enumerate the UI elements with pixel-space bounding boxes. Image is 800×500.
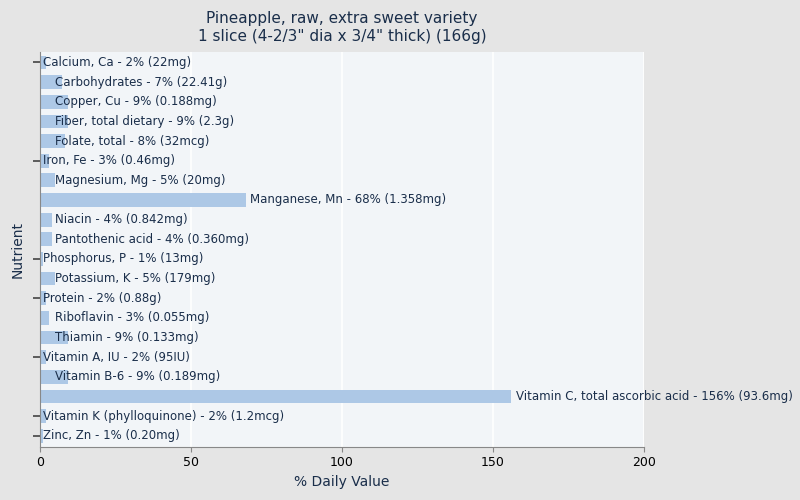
Text: Calcium, Ca - 2% (22mg): Calcium, Ca - 2% (22mg) xyxy=(43,56,191,69)
Text: Vitamin B-6 - 9% (0.189mg): Vitamin B-6 - 9% (0.189mg) xyxy=(55,370,221,384)
Bar xyxy=(40,410,46,423)
Text: Fiber, total dietary - 9% (2.3g): Fiber, total dietary - 9% (2.3g) xyxy=(55,115,234,128)
Bar xyxy=(40,330,67,344)
Text: Copper, Cu - 9% (0.188mg): Copper, Cu - 9% (0.188mg) xyxy=(55,95,218,108)
Text: Riboflavin - 3% (0.055mg): Riboflavin - 3% (0.055mg) xyxy=(55,312,210,324)
Bar xyxy=(40,56,46,70)
Bar xyxy=(40,232,53,246)
Text: Vitamin K (phylloquinone) - 2% (1.2mcg): Vitamin K (phylloquinone) - 2% (1.2mcg) xyxy=(43,410,285,422)
Text: Manganese, Mn - 68% (1.358mg): Manganese, Mn - 68% (1.358mg) xyxy=(250,194,446,206)
Text: Pantothenic acid - 4% (0.360mg): Pantothenic acid - 4% (0.360mg) xyxy=(55,233,250,246)
Text: Iron, Fe - 3% (0.46mg): Iron, Fe - 3% (0.46mg) xyxy=(43,154,175,167)
Text: Vitamin C, total ascorbic acid - 156% (93.6mg): Vitamin C, total ascorbic acid - 156% (9… xyxy=(515,390,793,403)
Title: Pineapple, raw, extra sweet variety
1 slice (4-2/3" dia x 3/4" thick) (166g): Pineapple, raw, extra sweet variety 1 sl… xyxy=(198,11,486,44)
Bar xyxy=(40,75,62,89)
Bar xyxy=(40,174,55,187)
Bar xyxy=(40,311,50,325)
Bar xyxy=(40,429,43,442)
Text: Vitamin A, IU - 2% (95IU): Vitamin A, IU - 2% (95IU) xyxy=(43,350,190,364)
Bar xyxy=(40,154,50,168)
Bar xyxy=(40,370,67,384)
Text: Zinc, Zn - 1% (0.20mg): Zinc, Zn - 1% (0.20mg) xyxy=(43,430,180,442)
Bar xyxy=(40,95,67,108)
Bar xyxy=(40,292,46,305)
Bar xyxy=(40,193,246,207)
Text: Thiamin - 9% (0.133mg): Thiamin - 9% (0.133mg) xyxy=(55,331,199,344)
Text: Carbohydrates - 7% (22.41g): Carbohydrates - 7% (22.41g) xyxy=(55,76,228,88)
Text: Phosphorus, P - 1% (13mg): Phosphorus, P - 1% (13mg) xyxy=(43,252,204,266)
Bar xyxy=(40,252,43,266)
Text: Magnesium, Mg - 5% (20mg): Magnesium, Mg - 5% (20mg) xyxy=(55,174,226,187)
Bar xyxy=(40,350,46,364)
Y-axis label: Nutrient: Nutrient xyxy=(11,220,25,278)
Text: Potassium, K - 5% (179mg): Potassium, K - 5% (179mg) xyxy=(55,272,216,285)
Bar xyxy=(40,390,511,404)
Text: Folate, total - 8% (32mcg): Folate, total - 8% (32mcg) xyxy=(55,134,210,147)
X-axis label: % Daily Value: % Daily Value xyxy=(294,475,390,489)
Bar xyxy=(40,213,53,226)
Text: Niacin - 4% (0.842mg): Niacin - 4% (0.842mg) xyxy=(55,213,188,226)
Bar xyxy=(40,134,65,148)
Text: Protein - 2% (0.88g): Protein - 2% (0.88g) xyxy=(43,292,162,304)
Bar xyxy=(40,272,55,285)
Bar xyxy=(40,114,67,128)
